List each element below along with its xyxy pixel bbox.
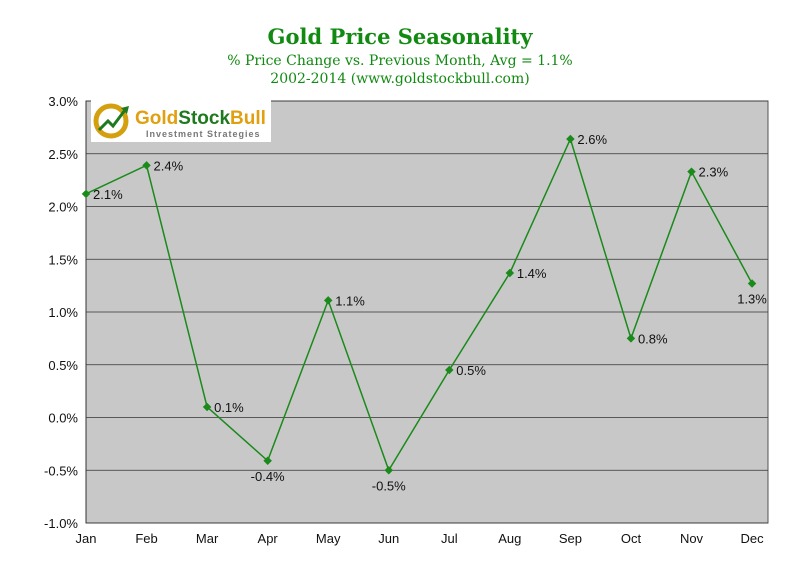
data-label: 0.1% [214, 400, 244, 415]
y-tick-label: 1.0% [48, 305, 78, 320]
chart-title: Gold Price Seasonality [267, 24, 533, 49]
data-label: 0.8% [638, 331, 668, 346]
data-label: 2.4% [154, 158, 184, 173]
data-point [384, 466, 393, 475]
data-point [747, 279, 757, 288]
data-label: 2.3% [699, 165, 729, 180]
data-label: 2.1% [93, 187, 123, 202]
x-tick-label: Mar [196, 531, 219, 546]
series-line [85, 136, 753, 472]
data-label: -0.5% [372, 478, 406, 493]
data-point [626, 334, 636, 343]
svg-text:Investment Strategies: Investment Strategies [146, 129, 261, 139]
chart-subtitle: % Price Change vs. Previous Month, Avg =… [227, 53, 573, 69]
data-label: 1.4% [517, 266, 547, 281]
y-tick-label: 1.5% [48, 252, 78, 267]
y-tick-label: 2.5% [48, 147, 78, 162]
data-label: 1.1% [335, 293, 365, 308]
data-point [81, 189, 91, 199]
data-point [505, 268, 515, 278]
data-label: -0.4% [251, 469, 285, 484]
x-tick-label: Jan [76, 531, 97, 546]
y-tick-label: -1.0% [44, 516, 78, 531]
x-tick-label: Dec [740, 531, 764, 546]
x-tick-label: Nov [680, 531, 704, 546]
data-point [142, 161, 151, 170]
y-tick-label: 2.0% [48, 200, 78, 215]
data-point [323, 296, 333, 305]
goldstockbull-logo: GoldStockBull Investment Strategies [91, 100, 271, 142]
data-point [263, 456, 272, 465]
data-label: 0.5% [456, 363, 486, 378]
data-point [202, 402, 212, 412]
y-tick-label: 3.0% [48, 94, 78, 109]
x-tick-label: Feb [135, 531, 157, 546]
x-tick-label: Jul [441, 531, 458, 546]
y-tick-label: -0.5% [44, 463, 78, 478]
x-tick-label: Aug [498, 531, 521, 546]
y-tick-label: 0.5% [48, 358, 78, 373]
x-tick-label: May [316, 531, 341, 546]
x-tick-label: Jun [378, 531, 399, 546]
chart-subtitle-2: 2002-2014 (www.goldstockbull.com) [270, 71, 530, 87]
x-tick-label: Oct [621, 531, 642, 546]
data-label: 2.6% [577, 132, 607, 147]
svg-text:GoldStockBull: GoldStockBull [135, 108, 266, 129]
logo-icon: GoldStockBull Investment Strategies [93, 103, 266, 139]
x-tick-label: Sep [559, 531, 582, 546]
y-tick-label: 0.0% [48, 411, 78, 426]
x-tick-label: Apr [258, 531, 279, 546]
data-point [445, 365, 454, 375]
data-label: 1.3% [737, 292, 767, 307]
